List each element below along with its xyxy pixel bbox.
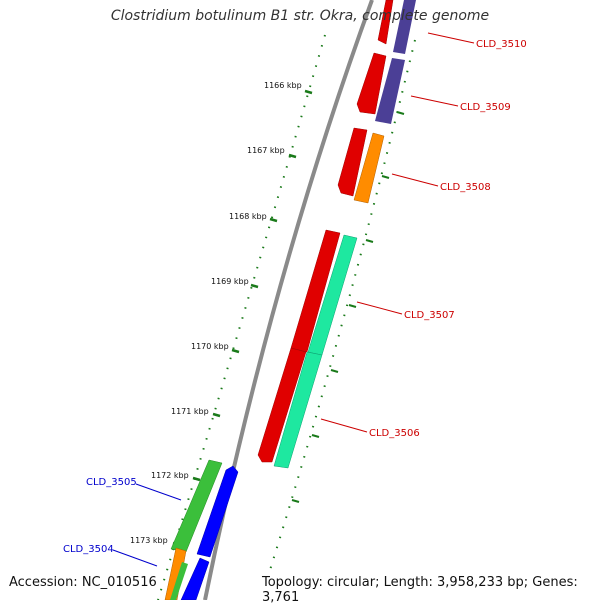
feature-cld3510[interactable] (377, 0, 416, 54)
gene-label-cld3507[interactable]: CLD_3507 (404, 310, 455, 321)
gene-arrow-cld3510[interactable] (393, 0, 416, 54)
gene-arrow-cld3506[interactable] (273, 351, 323, 469)
gene-arrow-cld3509[interactable] (375, 58, 405, 124)
gene-label-cld3508[interactable]: CLD_3508 (440, 182, 491, 193)
tick-label-1171: 1171 kbp (171, 407, 209, 416)
gene-label-cld3506[interactable]: CLD_3506 (369, 428, 420, 439)
map-title: Clostridium botulinum B1 str. Okra, comp… (110, 8, 490, 24)
feature-cld3507[interactable] (290, 229, 358, 356)
gene-arrow-cld3504b[interactable] (170, 562, 188, 600)
cds-arrow-cld3510[interactable] (377, 0, 394, 45)
tick-label-1172: 1172 kbp (151, 471, 189, 480)
scale-ring-outer (269, 39, 416, 571)
cds-arrow-cld3509[interactable] (356, 52, 387, 115)
tick-label-1168: 1168 kbp (229, 212, 267, 221)
genome-backbone (203, 0, 374, 600)
tick-label-1170: 1170 kbp (191, 342, 229, 351)
gene-label-cld3504[interactable]: CLD_3504 (63, 544, 114, 555)
scale-ring-inner (157, 34, 326, 600)
gene-label-cld3509[interactable]: CLD_3509 (460, 102, 511, 113)
tick-label-1167: 1167 kbp (247, 146, 285, 155)
cds-arrow-cld3508[interactable] (337, 127, 368, 197)
genome-summary: Topology: circular; Length: 3,958,233 bp… (262, 575, 578, 605)
tick-marks (172, 89, 313, 547)
gene-label-cld3510[interactable]: CLD_3510 (476, 39, 527, 50)
tick-label-1166: 1166 kbp (264, 81, 302, 90)
feature-cld3508[interactable] (337, 127, 385, 204)
feature-cld3506[interactable] (257, 347, 323, 469)
tick-marks-outer (291, 111, 405, 503)
cds-arrow-cld3506[interactable] (257, 347, 307, 463)
feature-cld3505[interactable] (170, 459, 239, 558)
accession-label: Accession: NC_010516 (9, 575, 157, 590)
feature-cld3509[interactable] (356, 52, 405, 124)
tick-label-1169: 1169 kbp (211, 277, 249, 286)
gene-arrow-cld3504[interactable] (164, 547, 187, 600)
gene-label-cld3505[interactable]: CLD_3505 (86, 477, 137, 488)
tick-label-1173: 1173 kbp (130, 536, 168, 545)
label-leaders (112, 32, 475, 567)
feature-cld3504[interactable] (164, 547, 210, 600)
gene-arrow-cld3508[interactable] (353, 132, 385, 204)
cds-arrow-cld3504[interactable] (180, 557, 210, 600)
cds-arrow-cld3505[interactable] (196, 465, 239, 558)
